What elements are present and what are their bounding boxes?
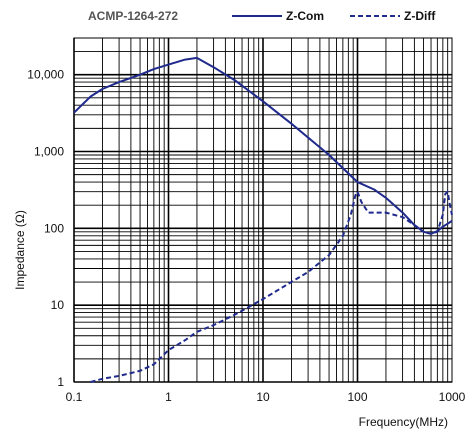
- legend: Z-Com Z-Diff: [232, 9, 436, 23]
- x-tick-label: 100: [347, 390, 367, 404]
- series-line-z-diff: [91, 192, 452, 382]
- y-tick-label: 1: [57, 375, 64, 389]
- x-tick-label: 0.1: [66, 390, 83, 404]
- y-tick-label: 10,000: [27, 68, 64, 82]
- legend-label-z-com: Z-Com: [286, 9, 324, 23]
- y-axis-label: Impedance (Ω): [13, 210, 27, 290]
- x-tick-label: 10: [256, 390, 270, 404]
- y-tick-label: 1,000: [34, 144, 64, 158]
- y-tick-label: 100: [44, 221, 64, 235]
- grid: [74, 38, 452, 382]
- x-tick-label: 1: [165, 390, 172, 404]
- legend-label-z-diff: Z-Diff: [404, 9, 436, 23]
- x-axis-label: Frequency(MHz): [359, 415, 448, 429]
- y-tick-label: 10: [51, 298, 65, 312]
- x-tick-label: 1000: [439, 390, 465, 404]
- chart-title: ACMP-1264-272: [88, 9, 178, 23]
